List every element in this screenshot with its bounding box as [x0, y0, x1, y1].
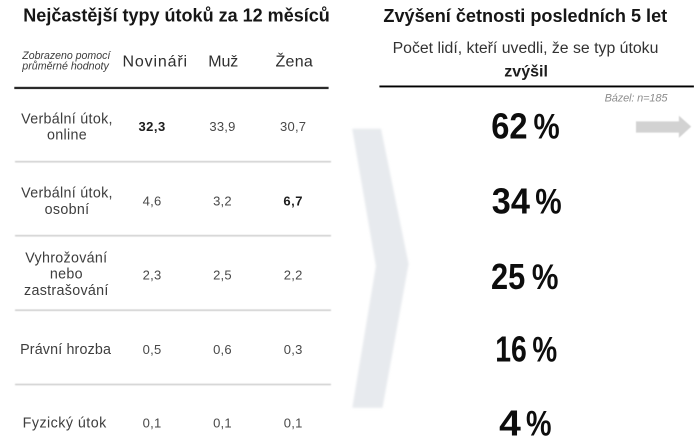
- svg-text:Počet lidí, kteří uvedli, že s: Počet lidí, kteří uvedli, že se typ útok…: [393, 40, 659, 57]
- svg-text:0,1: 0,1: [213, 416, 232, 431]
- svg-text:Muž: Muž: [208, 54, 238, 71]
- svg-text:Verbální útok,: Verbální útok,: [21, 186, 113, 202]
- svg-text:zastrašování: zastrašování: [24, 283, 109, 299]
- svg-text:0,5: 0,5: [143, 342, 162, 357]
- svg-text:Bázel: n=185: Bázel: n=185: [605, 93, 669, 105]
- svg-text:34%: 34%: [492, 181, 562, 222]
- svg-text:0,1: 0,1: [284, 416, 303, 431]
- svg-text:Novináři: Novináři: [122, 54, 188, 71]
- svg-text:16%: 16%: [495, 328, 557, 369]
- svg-text:0,3: 0,3: [284, 342, 303, 357]
- svg-text:Vyhrožování: Vyhrožování: [25, 250, 107, 266]
- svg-text:online: online: [47, 128, 87, 144]
- svg-text:Fyzický útok: Fyzický útok: [23, 415, 107, 431]
- svg-text:30,7: 30,7: [280, 119, 306, 134]
- svg-text:2,3: 2,3: [143, 267, 162, 282]
- svg-text:průměrné hodnoty: průměrné hodnoty: [21, 61, 110, 73]
- svg-text:62%: 62%: [491, 106, 560, 147]
- svg-text:0,6: 0,6: [213, 342, 232, 357]
- svg-text:zvýšil: zvýšil: [504, 64, 548, 81]
- svg-text:4%: 4%: [499, 403, 551, 440]
- svg-text:Zvýšení četnosti posledních 5: Zvýšení četnosti posledních 5 let: [383, 6, 667, 26]
- svg-text:Verbální útok,: Verbální útok,: [21, 111, 113, 127]
- svg-text:6,7: 6,7: [283, 194, 303, 209]
- svg-text:2,2: 2,2: [284, 267, 303, 282]
- svg-text:32,3: 32,3: [138, 119, 165, 134]
- svg-text:2,5: 2,5: [213, 267, 232, 282]
- svg-text:Žena: Žena: [275, 52, 313, 71]
- svg-text:4,6: 4,6: [143, 194, 162, 209]
- svg-text:3,2: 3,2: [213, 194, 232, 209]
- svg-text:0,1: 0,1: [143, 416, 162, 431]
- svg-text:33,9: 33,9: [209, 119, 235, 134]
- svg-text:Nejčastější typy útoků za 12 m: Nejčastější typy útoků za 12 měsíců: [23, 6, 330, 26]
- svg-text:nebo: nebo: [50, 267, 83, 283]
- svg-text:Zobrazeno pomocí: Zobrazeno pomocí: [21, 50, 111, 62]
- svg-text:25%: 25%: [491, 256, 559, 297]
- svg-text:osobní: osobní: [45, 202, 90, 218]
- svg-text:Právní hrozba: Právní hrozba: [20, 342, 111, 358]
